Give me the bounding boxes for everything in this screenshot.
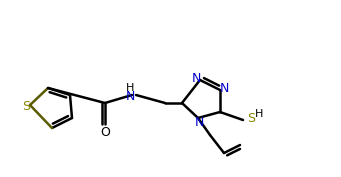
Text: H: H: [126, 83, 134, 93]
Text: N: N: [191, 73, 201, 85]
Text: N: N: [194, 116, 204, 130]
Text: S: S: [22, 99, 30, 113]
Text: N: N: [125, 90, 135, 104]
Text: H: H: [255, 109, 263, 119]
Text: O: O: [100, 125, 110, 138]
Text: N: N: [219, 82, 229, 96]
Text: S: S: [247, 113, 255, 125]
